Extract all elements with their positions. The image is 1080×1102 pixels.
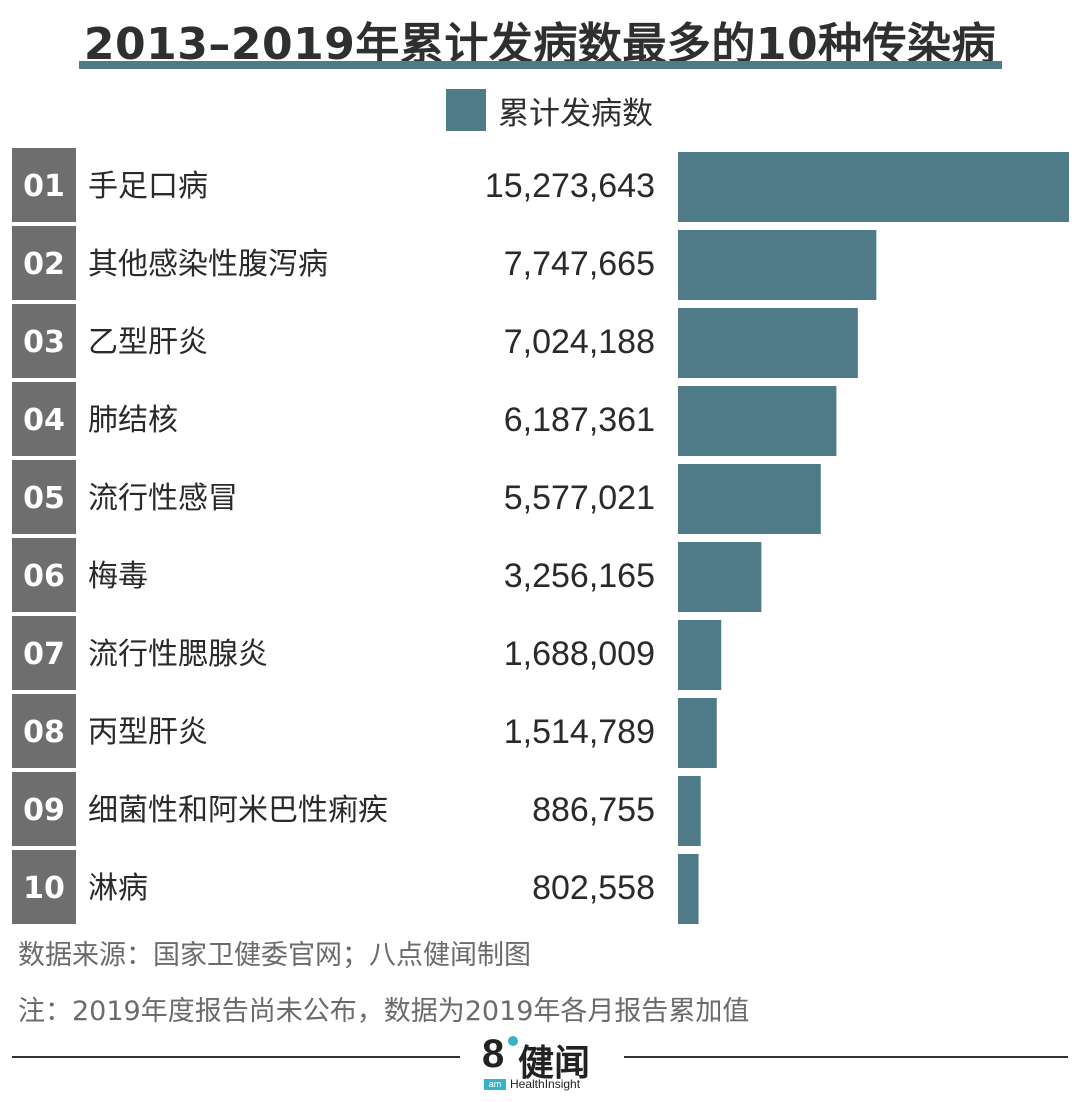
rank-box	[12, 616, 76, 690]
data-bar	[678, 542, 762, 612]
rank-label: 03	[23, 325, 65, 360]
value-label: 6,187,361	[504, 401, 655, 439]
footnote: 注：2019年度报告尚未公布，数据为2019年各月报告累加值	[18, 996, 750, 1027]
rank-box	[12, 772, 76, 846]
category-label: 手足口病	[88, 169, 208, 204]
data-bar	[678, 464, 821, 534]
category-label: 丙型肝炎	[88, 715, 208, 750]
value-label: 15,273,643	[485, 167, 655, 205]
footer-rule-right	[624, 1056, 1068, 1058]
category-label: 肺结核	[88, 403, 178, 438]
rank-box	[12, 538, 76, 612]
value-label: 1,514,789	[504, 713, 655, 751]
value-label: 3,256,165	[504, 557, 655, 595]
rank-box	[12, 148, 76, 222]
bar-chart: 01 手足口病 15,273,643 02 其他感染性腹泻病 7,747,665 03 乙型肝…	[12, 148, 1069, 924]
data-bar	[678, 776, 701, 846]
rank-label: 05	[23, 481, 65, 516]
rank-box	[12, 382, 76, 456]
data-bar	[678, 620, 722, 690]
title-underline	[79, 61, 1002, 69]
rank-label: 07	[23, 637, 65, 672]
legend: 累计发病数	[446, 88, 653, 132]
logo-mark: 8	[482, 1032, 505, 1076]
rank-label: 04	[23, 403, 65, 438]
source-note: 数据来源：国家卫健委官网；八点健闻制图	[18, 940, 531, 971]
footer-rule-left	[12, 1056, 460, 1058]
value-label: 5,577,021	[504, 479, 655, 517]
data-bar	[678, 308, 858, 378]
data-bar	[678, 854, 699, 924]
logo-dot	[508, 1036, 518, 1046]
brand-logo: 8 健闻 am HealthInsight	[480, 1032, 620, 1094]
value-label: 7,747,665	[504, 245, 655, 283]
category-label: 乙型肝炎	[88, 325, 208, 360]
data-bar	[678, 230, 877, 300]
category-label: 其他感染性腹泻病	[88, 247, 328, 282]
legend-swatch	[446, 89, 486, 131]
category-label: 流行性感冒	[88, 481, 238, 516]
logo-name: 健闻	[518, 1043, 591, 1084]
category-label: 淋病	[88, 871, 148, 906]
value-label: 886,755	[532, 791, 655, 829]
data-bar	[678, 386, 837, 456]
logo-subtitle: HealthInsight	[510, 1077, 581, 1091]
category-label: 梅毒	[88, 559, 148, 594]
rank-label: 10	[23, 871, 65, 906]
rank-label: 06	[23, 559, 65, 594]
category-label: 细菌性和阿米巴性痢疾	[88, 793, 388, 828]
rank-label: 02	[23, 247, 65, 282]
rank-label: 08	[23, 715, 65, 750]
rank-box	[12, 694, 76, 768]
value-label: 802,558	[532, 869, 655, 907]
rank-box	[12, 226, 76, 300]
rank-label: 09	[23, 793, 65, 828]
legend-label: 累计发病数	[498, 95, 653, 132]
data-bar	[678, 152, 1069, 222]
data-bar	[678, 698, 717, 768]
rank-label: 01	[23, 169, 65, 204]
value-label: 1,688,009	[504, 635, 655, 673]
rank-box	[12, 850, 76, 924]
rank-box	[12, 304, 76, 378]
rank-box	[12, 460, 76, 534]
value-label: 7,024,188	[504, 323, 655, 361]
category-label: 流行性腮腺炎	[88, 637, 268, 672]
footer: 数据来源：国家卫健委官网；八点健闻制图 注：2019年度报告尚未公布，数据为20…	[18, 928, 749, 1040]
logo-badge: am	[484, 1079, 506, 1090]
